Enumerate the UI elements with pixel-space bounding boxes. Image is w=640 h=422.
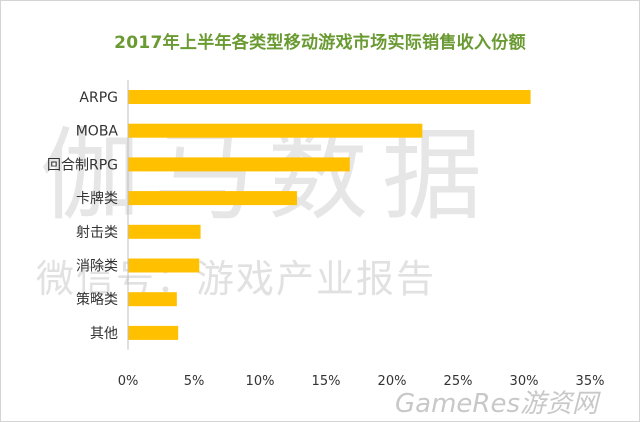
bar-6 — [128, 292, 177, 307]
category-label: 卡牌类 — [76, 190, 118, 207]
category-label: 回合制RPG — [47, 157, 118, 173]
watermark-subtitle: 微信号：游戏产业报告 — [36, 257, 436, 301]
x-tick-label: 20% — [378, 374, 407, 389]
category-label: 消除类 — [76, 259, 118, 275]
category-label: MOBA — [76, 124, 119, 140]
chart-title: 2017年上半年各类型移动游戏市场实际销售收入份额 — [114, 33, 526, 53]
bars-group — [128, 90, 531, 340]
watermark-group: 伽马数据 微信号：游戏产业报告 GameRes游资网 — [36, 117, 601, 419]
bar-7 — [128, 325, 179, 340]
x-tick-labels: 0% 5% 10% 15% 20% 25% 30% 35% — [118, 374, 605, 389]
bar-3 — [128, 191, 297, 206]
category-label: 其他 — [90, 326, 118, 342]
bar-5 — [128, 258, 200, 273]
bar-4 — [128, 224, 201, 239]
watermark-corner: GameRes游资网 — [395, 389, 601, 419]
category-label: 策略类 — [76, 291, 118, 308]
bar-1 — [128, 123, 423, 138]
bar-2 — [128, 157, 350, 172]
x-tick-label: 25% — [444, 374, 473, 389]
x-tick-label: 0% — [118, 374, 139, 389]
x-tick-label: 5% — [184, 374, 205, 389]
category-label: 射击类 — [76, 225, 118, 241]
x-tick-label: 35% — [576, 374, 605, 389]
x-tick-label: 10% — [246, 374, 275, 389]
x-tick-label: 30% — [510, 374, 539, 389]
category-label: ARPG — [79, 90, 118, 106]
bar-0 — [128, 90, 531, 104]
x-tick-label: 15% — [312, 374, 341, 389]
